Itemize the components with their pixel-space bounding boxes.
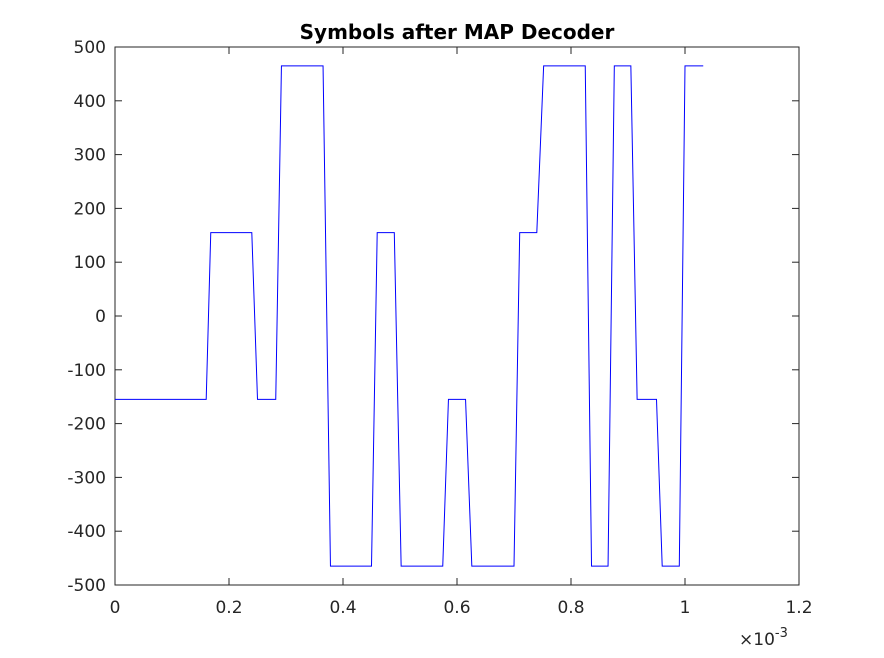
y-tick-label: -200 [67, 415, 106, 435]
series-line [115, 65, 704, 567]
x-exponent-power: -3 [775, 626, 788, 641]
x-exponent-label: ×10-3 [739, 626, 788, 650]
x-tick-label: 1.2 [785, 598, 812, 618]
x-tick-label: 0.2 [215, 598, 242, 618]
y-tick-label: 200 [74, 199, 106, 219]
y-tick-label: 500 [74, 38, 106, 58]
y-tick-label: 100 [74, 253, 106, 273]
y-tick-label: 400 [74, 92, 106, 112]
svg-text:×10-3: ×10-3 [739, 626, 788, 650]
y-tick-label: -100 [67, 361, 106, 381]
x-tick-label: 0.6 [443, 598, 470, 618]
plot-area: -500 -400 -300 -200 -100 0 100 200 300 400 500 0 0.2… [67, 38, 812, 618]
x-exponent-times: × [739, 630, 753, 650]
x-exponent-base: 10 [753, 630, 775, 650]
x-tick-label: 0 [110, 598, 121, 618]
x-tick-label: 1 [680, 598, 691, 618]
y-tick-label: -500 [67, 576, 106, 596]
y-tick-label: 0 [95, 307, 106, 327]
x-tick-label: 0.8 [557, 598, 584, 618]
y-tick-label: -300 [67, 468, 106, 488]
y-tick-label: -400 [67, 522, 106, 542]
x-tick-label: 0.4 [329, 598, 356, 618]
chart-title: Symbols after MAP Decoder [300, 20, 615, 44]
y-tick-label: 300 [74, 146, 106, 166]
